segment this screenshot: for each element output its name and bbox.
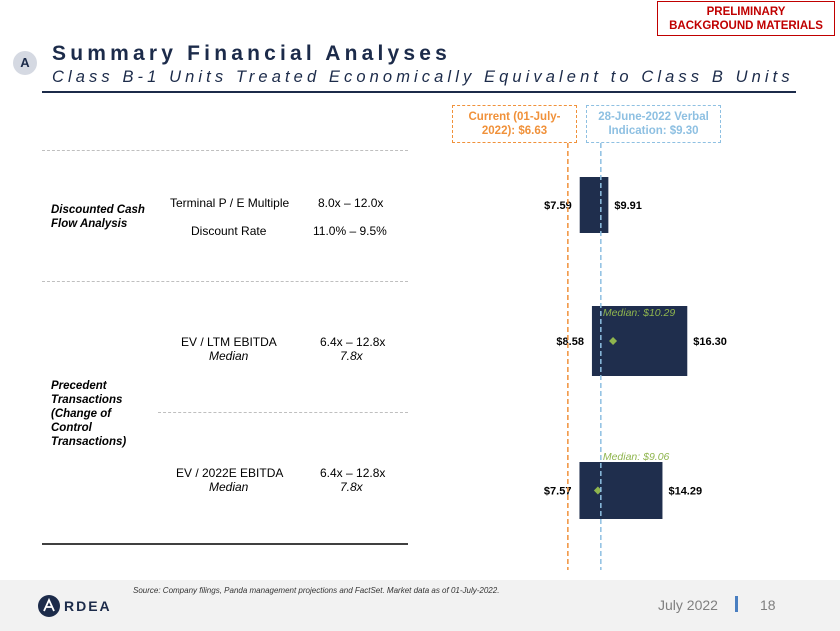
preliminary-badge-line2: BACKGROUND MATERIALS: [669, 20, 823, 32]
page-subtitle: Class B-1 Units Treated Economically Equ…: [52, 68, 794, 86]
page-title: Summary Financial Analyses: [52, 42, 452, 65]
range-low-label-1: $7.59: [544, 200, 572, 212]
current-price-line2: 2022): $6.63: [481, 125, 548, 137]
section-letter-badge: A: [13, 51, 37, 75]
range-low-label-3: $7.57: [544, 486, 572, 498]
table-divider-bottom: [42, 543, 408, 545]
footer-band: [0, 580, 840, 631]
precedent-median-ltm: 7.8x: [340, 349, 363, 363]
range-low-label-2: $8.58: [556, 336, 584, 348]
dcf-category-line1: Discounted Cash: [51, 204, 145, 216]
preliminary-badge-line1: PRELIMINARY: [706, 6, 786, 18]
precedent-category-line1: Precedent: [51, 380, 107, 392]
range-high-label-2: $16.30: [693, 336, 727, 348]
precedent-range-ltm: 6.4x – 12.8x: [320, 335, 386, 349]
median-marker-3: [593, 486, 602, 495]
dcf-metric-discount: Discount Rate: [191, 224, 267, 238]
page-number: 18: [760, 597, 776, 613]
precedent-category-line2: Transactions: [51, 394, 123, 406]
title-divider: [42, 91, 796, 93]
precedent-category-line4: Control: [51, 422, 92, 434]
precedent-category-line3: (Change of: [51, 408, 112, 420]
precedent-metric-ltm: EV / LTM EBITDA: [181, 335, 277, 349]
range-bar-2: [591, 306, 688, 376]
current-price-callout: Current (01-July- 2022): $6.63: [452, 105, 577, 143]
preliminary-badge: PRELIMINARY BACKGROUND MATERIALS: [657, 1, 835, 36]
range-high-label-1: $9.91: [614, 200, 642, 212]
median-marker-2: [609, 337, 618, 345]
footer-date: July 2022: [658, 597, 718, 613]
precedent-range-2022e: 6.4x – 12.8x: [320, 466, 386, 480]
precedent-median-label-ltm: Median: [209, 349, 249, 363]
dcf-metric-pe: Terminal P / E Multiple: [170, 196, 290, 210]
precedent-category-line5: Transactions): [51, 436, 127, 448]
precedent-median-2022e: 7.8x: [340, 480, 363, 494]
precedent-category-label: Precedent Transactions (Change of Contro…: [51, 379, 126, 449]
dcf-category-line2: Flow Analysis: [51, 218, 128, 230]
verbal-indication-line1: 28-June-2022 Verbal: [598, 111, 709, 123]
dcf-category-label: Discounted Cash Flow Analysis: [51, 203, 145, 231]
ardea-logo: RDEA: [38, 595, 112, 617]
range-bar-1: [579, 177, 609, 233]
range-bar-3: [579, 462, 663, 519]
svg-text:RDEA: RDEA: [64, 598, 112, 614]
dcf-range-discount: 11.0% – 9.5%: [313, 224, 387, 238]
current-price-line1: Current (01-July-: [468, 111, 561, 123]
table-divider-inner: [158, 412, 408, 413]
range-high-label-3: $14.29: [668, 486, 702, 498]
verbal-indication-line2: Indication: $9.30: [608, 125, 699, 137]
footer-separator: [735, 596, 738, 612]
precedent-median-label-2022e: Median: [209, 480, 249, 494]
median-label-3: Median: $9.06: [603, 451, 670, 463]
median-label-2: Median: $10.29: [603, 307, 676, 319]
precedent-metric-2022e: EV / 2022E EBITDA: [176, 466, 284, 480]
dcf-range-pe: 8.0x – 12.0x: [318, 196, 384, 210]
source-note: Source: Company filings, Panda managemen…: [133, 586, 500, 595]
verbal-indication-callout: 28-June-2022 Verbal Indication: $9.30: [586, 105, 721, 143]
table-divider-top: [42, 150, 408, 151]
table-divider-middle: [42, 281, 408, 282]
